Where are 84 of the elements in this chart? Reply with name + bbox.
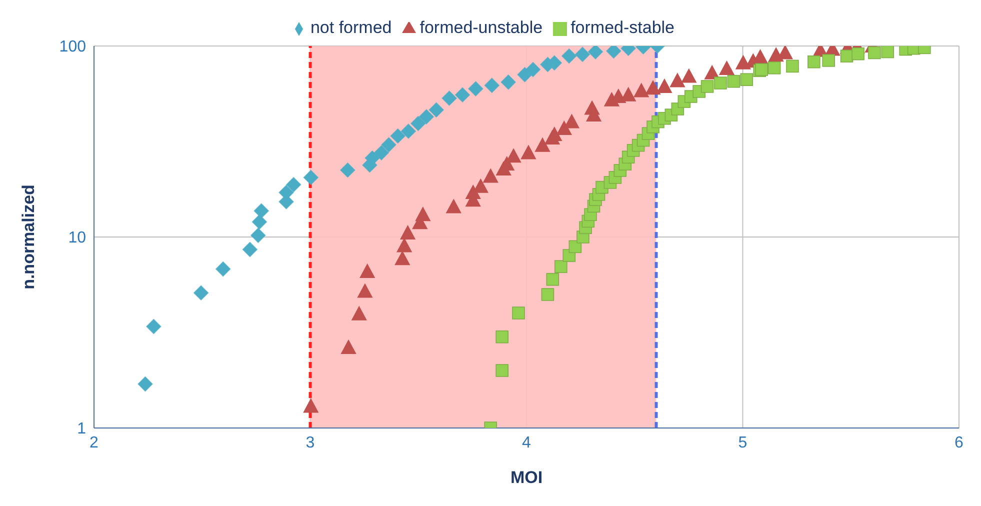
point xyxy=(390,128,406,144)
point xyxy=(546,272,560,286)
point xyxy=(360,264,375,278)
point xyxy=(473,178,488,193)
legend-label: formed-stable xyxy=(570,18,675,37)
point xyxy=(352,306,367,320)
point xyxy=(410,116,426,131)
point xyxy=(286,177,302,192)
point xyxy=(303,170,318,185)
point xyxy=(146,318,162,334)
legend-label: formed-unstable xyxy=(420,18,543,37)
legend-label: not formed xyxy=(310,18,392,37)
point xyxy=(396,238,412,252)
point xyxy=(554,260,568,273)
point xyxy=(466,185,481,199)
point xyxy=(525,62,540,78)
point xyxy=(340,162,356,178)
point xyxy=(768,61,781,74)
point xyxy=(415,207,430,222)
point xyxy=(670,73,685,88)
point xyxy=(483,168,498,183)
point xyxy=(840,50,854,62)
point xyxy=(719,61,734,76)
point xyxy=(656,78,672,93)
point xyxy=(535,138,550,152)
point xyxy=(496,330,508,344)
point xyxy=(442,90,457,106)
point xyxy=(418,109,434,124)
point xyxy=(634,83,649,98)
x-tick-label: 2 xyxy=(90,434,99,452)
point xyxy=(588,46,603,60)
point xyxy=(394,251,410,266)
point xyxy=(740,73,754,86)
point xyxy=(822,54,835,67)
point xyxy=(564,114,580,128)
x-tick-label: 3 xyxy=(306,434,315,452)
x-tick-label: 4 xyxy=(522,434,532,452)
point xyxy=(714,76,727,90)
y-tick-label: 10 xyxy=(68,230,86,247)
point xyxy=(216,261,231,276)
point xyxy=(254,203,269,218)
point xyxy=(786,60,799,73)
point xyxy=(242,242,258,258)
point xyxy=(400,124,416,139)
point xyxy=(381,137,396,152)
y-tick-label: 100 xyxy=(59,38,86,56)
point xyxy=(807,55,820,68)
point xyxy=(454,87,470,102)
x-tick-label: 6 xyxy=(954,434,964,452)
point xyxy=(520,145,536,160)
point xyxy=(556,120,572,135)
point xyxy=(357,284,372,298)
point xyxy=(138,376,153,392)
point xyxy=(646,80,661,95)
point xyxy=(400,225,416,240)
point xyxy=(562,48,577,64)
point xyxy=(541,288,554,301)
point xyxy=(852,47,864,60)
point xyxy=(512,306,525,320)
point xyxy=(881,46,894,58)
y-axis-title: n.normalized xyxy=(19,184,38,290)
point xyxy=(446,199,462,214)
point xyxy=(194,285,209,300)
point xyxy=(736,55,751,70)
point xyxy=(374,145,389,160)
point xyxy=(575,46,590,62)
x-axis-title: MOI xyxy=(510,468,543,487)
point xyxy=(506,148,522,163)
point xyxy=(496,364,508,377)
point xyxy=(303,398,318,413)
point xyxy=(681,68,696,83)
point xyxy=(250,228,266,243)
point xyxy=(868,46,881,60)
point xyxy=(727,74,740,88)
point xyxy=(517,67,532,82)
point xyxy=(341,340,356,354)
point xyxy=(500,74,516,90)
point xyxy=(428,102,444,118)
y-tick-label: 1 xyxy=(77,420,86,438)
point xyxy=(468,81,484,96)
point xyxy=(484,78,500,93)
point xyxy=(700,80,714,93)
point xyxy=(252,214,267,230)
x-tick-label: 5 xyxy=(738,434,748,452)
